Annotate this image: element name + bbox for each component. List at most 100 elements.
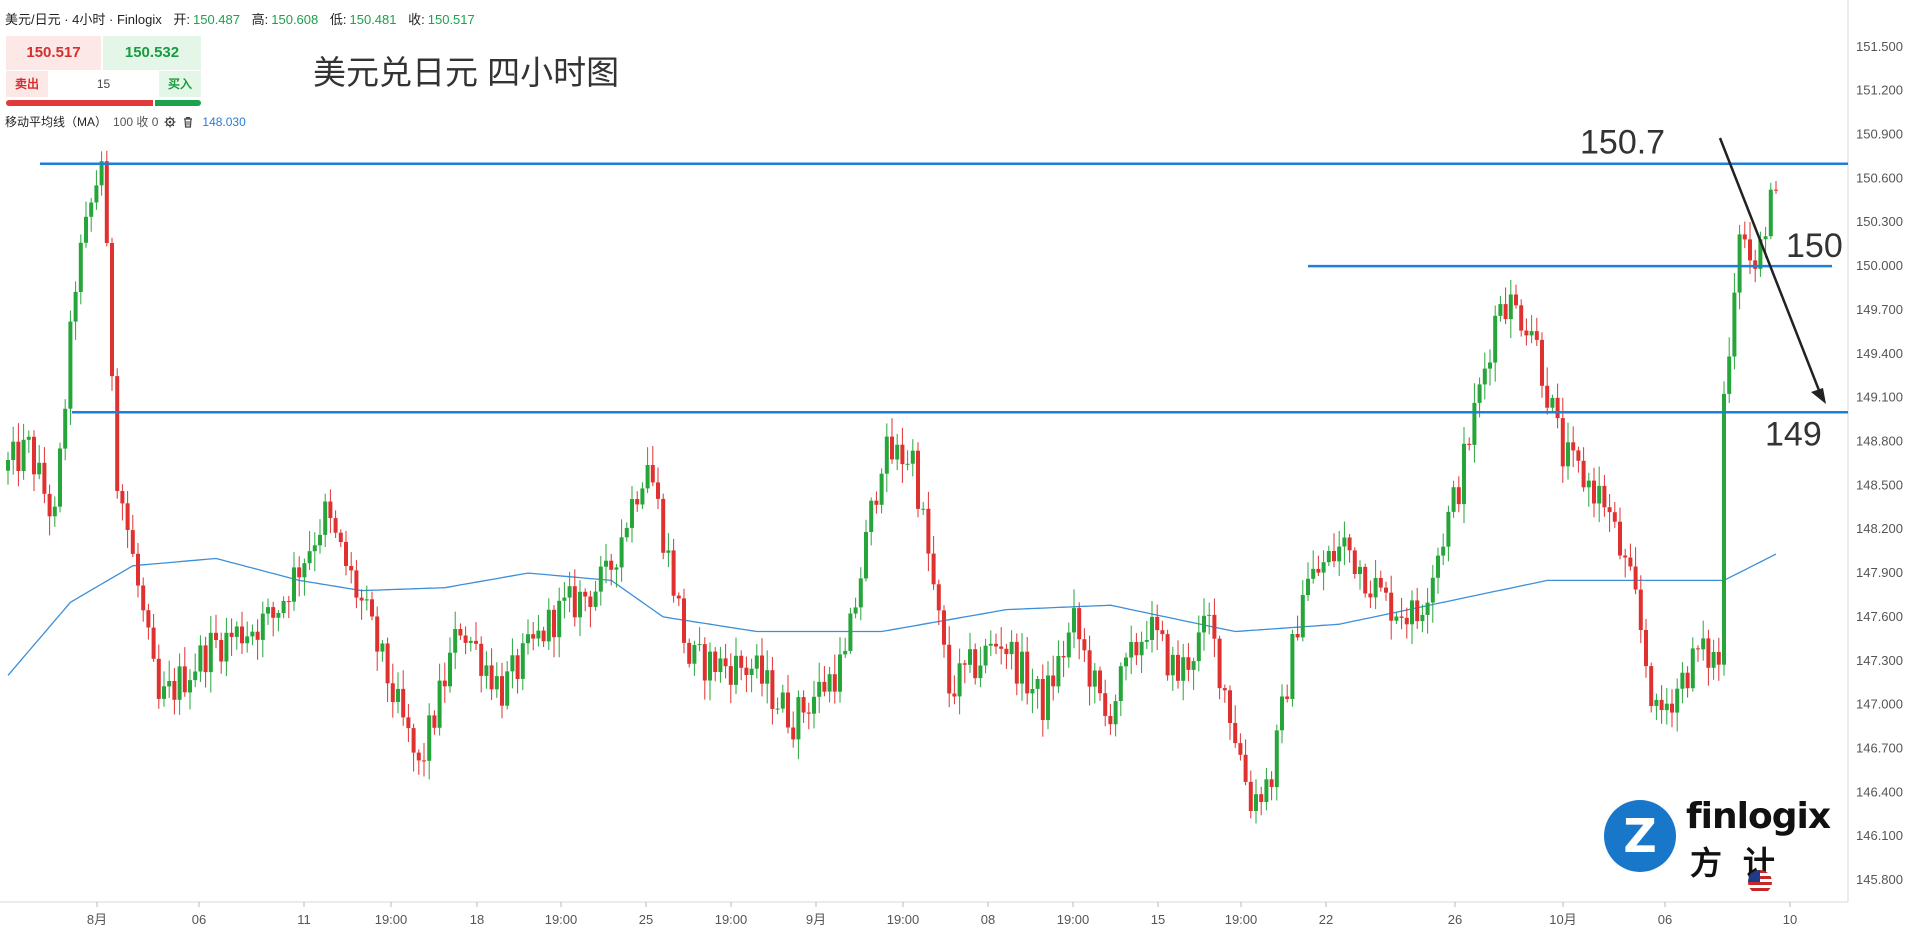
candle-body xyxy=(219,640,224,662)
candle-body xyxy=(791,727,796,740)
price-tick-label: 146.100 xyxy=(1856,828,1903,843)
sell-button[interactable]: 卖出 xyxy=(6,71,48,97)
candle-body xyxy=(1295,634,1300,638)
candle-body xyxy=(1659,699,1664,710)
candle-body xyxy=(1108,716,1113,725)
arrow-shaft xyxy=(1718,137,1824,399)
candle-body xyxy=(1321,562,1326,573)
candle-body xyxy=(630,499,634,528)
candle-body xyxy=(796,697,801,740)
trash-icon[interactable] xyxy=(182,116,194,128)
candle-body xyxy=(193,671,198,681)
candle-body xyxy=(312,545,317,552)
buy-button[interactable]: 买入 xyxy=(159,71,201,97)
indicator-params: 100 收 0 xyxy=(113,115,159,129)
candle-body xyxy=(1207,614,1212,616)
candle-body xyxy=(874,500,879,505)
candle-body xyxy=(827,674,832,692)
candle-body xyxy=(136,553,140,586)
quantity-input[interactable]: 15 xyxy=(50,71,157,97)
candle-body xyxy=(775,708,780,710)
candle-body xyxy=(448,652,452,687)
candle-body xyxy=(250,631,255,637)
candle-body xyxy=(484,665,489,676)
candle-body xyxy=(1748,239,1752,261)
candle-body xyxy=(151,627,156,659)
candle-body xyxy=(604,560,608,567)
candle-body xyxy=(411,728,416,753)
candle-body xyxy=(718,658,723,672)
buy-price-button[interactable]: 150.532 xyxy=(103,36,201,70)
candle-body xyxy=(1586,480,1591,488)
candle-body xyxy=(609,560,614,570)
candle-body xyxy=(432,715,437,728)
candle-body xyxy=(942,610,946,645)
open-label: 开: xyxy=(173,12,190,27)
candle-body xyxy=(578,591,582,618)
candle-body xyxy=(297,567,302,578)
candle-body xyxy=(1534,331,1539,340)
candle-body xyxy=(115,376,120,491)
candle-body xyxy=(89,202,94,217)
candle-body xyxy=(1384,587,1388,593)
candle-body xyxy=(848,613,853,651)
time-tick-label: 8月 xyxy=(87,912,107,927)
time-axis[interactable]: 8月 06 11 19:00 18 19:00 25 19:00 9月 19:00 08 19:00 1… xyxy=(87,902,1797,927)
candle-body xyxy=(760,655,764,684)
trade-panel: 150.517 150.532 卖出 15 买入 xyxy=(6,36,201,108)
candle-body xyxy=(52,506,57,517)
time-tick-label: 19:00 xyxy=(375,912,408,927)
candle-body xyxy=(1092,670,1097,687)
candles-layer xyxy=(6,150,1778,824)
candle-body xyxy=(1134,642,1139,656)
candle-body xyxy=(16,441,21,471)
candle-body xyxy=(489,665,494,690)
candle-body xyxy=(1378,578,1383,588)
price-tick-label: 147.900 xyxy=(1856,565,1903,580)
candle-body xyxy=(146,610,151,628)
candle-body xyxy=(167,681,172,687)
candle-body xyxy=(1472,402,1477,445)
price-axis[interactable]: 151.500 151.200 150.900 150.600 150.300 150.0… xyxy=(1856,39,1903,887)
candle-body xyxy=(1300,595,1305,638)
candle-body xyxy=(73,291,78,322)
candle-body xyxy=(1243,754,1248,782)
candle-body xyxy=(598,566,603,592)
candle-body xyxy=(822,681,827,692)
candle-body xyxy=(645,465,650,489)
symbol-label: 美元/日元 · 4小时 · Finlogix xyxy=(5,12,162,27)
candle-body xyxy=(94,185,99,203)
candle-body xyxy=(838,654,842,692)
candle-body xyxy=(1696,648,1700,650)
price-tick-label: 149.400 xyxy=(1856,346,1903,361)
candle-body xyxy=(697,644,702,646)
candle-body xyxy=(276,613,281,618)
buy-ratio-bar xyxy=(155,100,201,106)
candle-body xyxy=(1274,730,1279,788)
candle-body xyxy=(926,508,931,554)
candle-body xyxy=(962,663,967,665)
price-tick-label: 151.200 xyxy=(1856,83,1903,98)
candle-body xyxy=(1217,638,1222,689)
sell-price-button[interactable]: 150.517 xyxy=(6,36,101,70)
candle-body xyxy=(63,408,68,449)
price-tick-label: 148.800 xyxy=(1856,433,1903,448)
gear-icon[interactable] xyxy=(164,116,176,128)
candle-body xyxy=(614,567,619,570)
candle-body xyxy=(702,644,707,681)
candle-body xyxy=(728,666,733,685)
candle-body xyxy=(1415,600,1420,622)
candle-body xyxy=(479,643,484,676)
candle-body xyxy=(1597,485,1602,504)
indicator-value: 148.030 xyxy=(202,114,246,129)
candle-body xyxy=(858,578,863,608)
candle-body xyxy=(375,616,380,652)
candle-body xyxy=(1150,616,1154,640)
candle-body xyxy=(177,666,182,700)
candle-body xyxy=(666,550,671,553)
candle-body xyxy=(1389,592,1394,621)
candle-body xyxy=(1566,442,1570,467)
candle-body xyxy=(1280,696,1284,731)
candle-body xyxy=(120,491,125,504)
